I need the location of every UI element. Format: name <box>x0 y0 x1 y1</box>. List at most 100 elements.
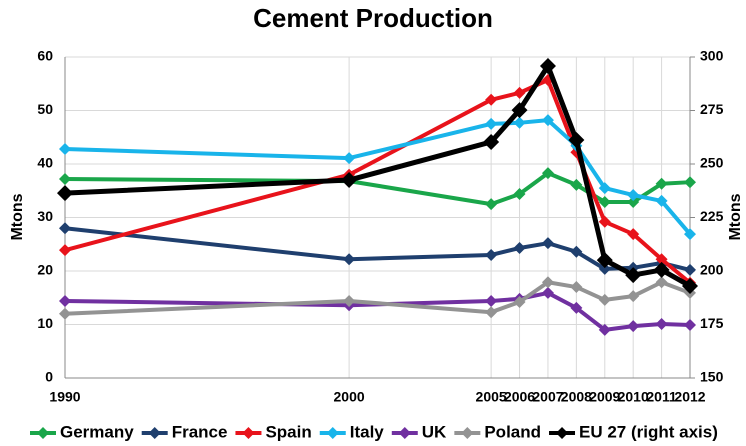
series-line <box>64 171 691 207</box>
point-marker <box>655 276 668 289</box>
point-marker <box>627 195 640 208</box>
legend-label: Germany <box>60 422 134 441</box>
point-marker <box>653 261 670 278</box>
point-marker <box>568 132 585 149</box>
point-marker <box>684 228 696 241</box>
x-tick-label: 2012 <box>674 389 705 405</box>
y-tick-label: 10 <box>37 315 53 331</box>
series-line <box>64 118 692 236</box>
x-tick-label: 2010 <box>618 389 649 405</box>
series-line <box>64 63 692 289</box>
legend-marker <box>461 427 474 439</box>
x-tick-label: 2006 <box>504 389 535 405</box>
legend-label: France <box>172 422 228 441</box>
point-marker <box>627 290 640 303</box>
y-axis-label: Mtons <box>9 193 26 240</box>
point-marker <box>570 178 583 191</box>
point-marker <box>485 93 498 106</box>
point-marker <box>598 323 611 336</box>
y-tick-label: 20 <box>37 262 53 278</box>
y-tick-label: 60 <box>37 48 53 64</box>
point-marker <box>341 172 358 189</box>
series-line <box>64 280 691 316</box>
point-marker <box>513 86 526 99</box>
point-marker <box>59 172 71 185</box>
point-marker <box>655 253 668 266</box>
y2-tick-label: 250 <box>700 155 724 171</box>
point-marker <box>485 294 498 307</box>
y-tick-label: 30 <box>37 208 53 224</box>
point-marker <box>513 116 526 129</box>
point-marker <box>483 133 500 150</box>
point-marker <box>485 248 498 261</box>
point-marker <box>485 306 498 319</box>
point-marker <box>59 222 71 235</box>
y2-tick-label: 175 <box>700 315 724 331</box>
point-marker <box>541 237 554 250</box>
y-tick-label: 40 <box>37 155 53 171</box>
point-marker <box>513 187 526 200</box>
point-marker <box>682 277 698 294</box>
legend: Germany France Spain Italy UK Poland EU 27 (ri… <box>30 422 718 441</box>
legend-marker <box>556 427 569 439</box>
legend-label: EU 27 (right axis) <box>579 422 718 441</box>
point-marker <box>684 319 696 332</box>
point-marker <box>511 102 528 119</box>
point-marker <box>684 176 696 189</box>
point-marker <box>343 294 356 307</box>
point-marker <box>598 293 611 306</box>
point-marker <box>625 267 642 284</box>
point-marker <box>59 294 71 307</box>
x-tick-label: 2009 <box>589 389 620 405</box>
point-marker <box>59 143 71 156</box>
point-marker <box>598 262 611 275</box>
legend-label: Poland <box>484 422 541 441</box>
point-marker <box>598 182 611 195</box>
legend-marker <box>242 427 255 439</box>
point-marker <box>343 253 356 266</box>
point-marker <box>541 276 554 289</box>
point-marker <box>627 228 640 241</box>
x-tick-label: 2000 <box>334 389 365 405</box>
point-marker <box>485 117 498 130</box>
x-tick-label: 2005 <box>476 389 507 405</box>
point-marker <box>541 114 554 127</box>
series-line <box>64 290 691 332</box>
x-tick-label: 2008 <box>561 389 592 405</box>
point-marker <box>598 195 611 208</box>
point-marker <box>541 286 554 299</box>
point-marker <box>343 152 356 165</box>
point-marker <box>57 185 73 202</box>
point-marker <box>513 296 526 309</box>
point-marker <box>598 215 611 228</box>
y2-tick-label: 300 <box>700 48 724 64</box>
series-line <box>64 78 692 285</box>
point-marker <box>596 252 613 269</box>
chart-title: Cement Production <box>253 3 493 33</box>
legend-marker <box>148 427 161 439</box>
y-tick-label: 0 <box>45 369 53 385</box>
x-tick-label: 1990 <box>49 389 80 405</box>
point-marker <box>627 320 640 333</box>
y2-tick-label: 275 <box>700 101 724 117</box>
y2-axis-label: Mtons <box>727 193 744 240</box>
series-line <box>64 226 691 272</box>
point-marker <box>570 245 583 258</box>
point-marker <box>59 244 71 257</box>
x-tick-label: 2011 <box>646 389 677 405</box>
point-marker <box>655 194 668 207</box>
point-marker <box>655 177 668 190</box>
point-marker <box>570 281 583 294</box>
point-marker <box>485 198 498 211</box>
point-marker <box>655 317 668 330</box>
y-tick-label: 50 <box>37 101 53 117</box>
point-marker <box>570 301 583 314</box>
point-marker <box>684 263 696 276</box>
legend-marker <box>326 427 339 439</box>
point-marker <box>59 307 71 320</box>
y2-tick-label: 200 <box>700 262 724 278</box>
y2-tick-label: 225 <box>700 208 724 224</box>
x-tick-label: 2007 <box>532 389 563 405</box>
legend-label: UK <box>422 422 447 441</box>
